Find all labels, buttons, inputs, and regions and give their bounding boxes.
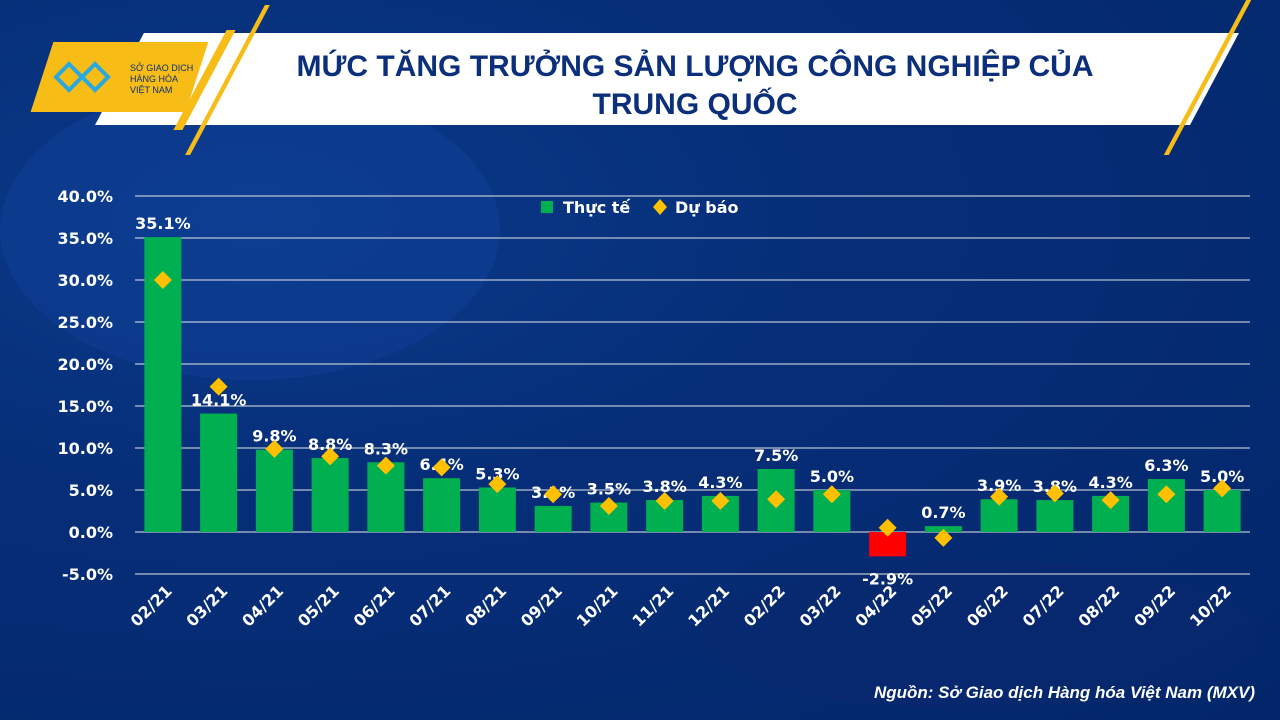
background-swirl xyxy=(700,560,1260,710)
bar-actual xyxy=(423,478,461,532)
y-tick-label: 0.0% xyxy=(69,523,113,542)
forecast-marker xyxy=(265,439,284,458)
data-label: 5.0% xyxy=(1200,467,1244,486)
y-tick-label: 5.0% xyxy=(69,481,113,500)
legend-forecast-diamond xyxy=(653,199,667,215)
y-tick-label: 40.0% xyxy=(57,187,113,206)
x-tick-label: 09/22 xyxy=(1130,581,1179,630)
x-tick-label: 08/22 xyxy=(1074,581,1123,630)
x-tick-label: 04/21 xyxy=(238,581,287,630)
x-tick-label: 07/22 xyxy=(1019,581,1068,630)
bar-actual xyxy=(534,505,572,532)
x-tick-label: 03/22 xyxy=(796,581,845,630)
forecast-marker xyxy=(878,518,897,537)
data-label: 35.1% xyxy=(135,214,191,233)
data-label: 7.5% xyxy=(754,446,798,465)
legend-actual-label: Thực tế xyxy=(563,198,631,217)
logo-icon xyxy=(53,61,111,93)
logo-line: HÀNG HÓA xyxy=(130,74,179,84)
logo xyxy=(30,42,209,112)
data-label: 3.5% xyxy=(587,480,631,499)
data-label: 5.0% xyxy=(810,467,854,486)
forecast-marker xyxy=(1045,484,1064,503)
forecast-marker xyxy=(432,458,451,477)
data-label: 4.3% xyxy=(1088,473,1132,492)
forecast-marker xyxy=(1157,485,1176,504)
title-line-2: TRUNG QUỐC xyxy=(592,88,798,121)
bar-actual xyxy=(200,413,238,532)
y-tick-label: 35.0% xyxy=(57,229,113,248)
forecast-marker xyxy=(1213,479,1232,498)
data-label: 8.8% xyxy=(308,435,352,454)
forecast-marker xyxy=(822,485,841,504)
forecast-marker xyxy=(934,528,953,547)
x-tick-label: 04/22 xyxy=(851,581,900,630)
legend-actual-swatch xyxy=(541,201,553,213)
y-tick-label: 20.0% xyxy=(57,355,113,374)
forecast-marker xyxy=(1101,491,1120,510)
x-tick-label: 07/21 xyxy=(405,581,454,630)
title-line-1: MỨC TĂNG TRƯỞNG SẢN LƯỢNG CÔNG NGHIỆP CỦ… xyxy=(296,50,1094,83)
bar-actual xyxy=(478,487,516,532)
legend: Thực tế Dự báo xyxy=(541,198,738,217)
x-tick-label: 06/21 xyxy=(350,581,399,630)
data-label: 3.9% xyxy=(977,476,1021,495)
x-tick-label: 09/21 xyxy=(517,581,566,630)
bar-actual xyxy=(311,458,349,532)
forecast-marker xyxy=(990,487,1009,506)
data-label: 6.3% xyxy=(1144,456,1188,475)
source-note: Nguồn: Sở Giao dịch Hàng hóa Việt Nam (M… xyxy=(873,683,1255,702)
x-tick-label: 08/21 xyxy=(461,581,510,630)
logo-text: SỞ GIAO DỊCH HÀNG HÓA VIỆT NAM xyxy=(130,63,193,96)
x-tick-label: 10/22 xyxy=(1186,581,1235,630)
data-label: 9.8% xyxy=(252,427,296,446)
x-tick-label: 12/21 xyxy=(684,581,733,630)
data-label: 5.3% xyxy=(475,464,519,483)
x-tick-label: 05/21 xyxy=(294,581,343,630)
x-tick-label: 11/21 xyxy=(628,581,677,630)
logo-line: VIỆT NAM xyxy=(130,85,173,95)
x-tick-label: 10/21 xyxy=(573,581,622,630)
forecast-marker xyxy=(153,271,172,289)
x-tick-label: 05/22 xyxy=(907,581,956,630)
forecast-marker xyxy=(599,496,618,515)
forecast-marker xyxy=(711,491,730,510)
forecast-marker xyxy=(655,491,674,510)
forecast-marker xyxy=(321,447,340,466)
forecast-marker xyxy=(544,485,563,504)
x-tick-label: 02/22 xyxy=(740,581,789,630)
background-swirl xyxy=(0,80,500,380)
forecast-marker xyxy=(767,490,786,509)
legend-forecast-label: Dự báo xyxy=(675,198,738,217)
page-title: MỨC TĂNG TRƯỞNG SẢN LƯỢNG CÔNG NGHIỆP CỦ… xyxy=(250,48,1140,124)
data-label: 14.1% xyxy=(191,391,247,410)
data-label: 3.8% xyxy=(642,477,686,496)
x-tick-label: 03/21 xyxy=(182,581,231,630)
x-tick-label: 06/22 xyxy=(963,581,1012,630)
y-tick-label: 15.0% xyxy=(57,397,113,416)
data-label: 8.3% xyxy=(364,439,408,458)
y-tick-label: 10.0% xyxy=(57,439,113,458)
bar-actual xyxy=(255,449,293,532)
forecast-marker xyxy=(488,475,507,494)
forecast-marker xyxy=(209,377,228,396)
data-label: -2.9% xyxy=(862,569,913,588)
data-label: 0.7% xyxy=(921,503,965,522)
bar-actual xyxy=(1036,500,1074,532)
data-label: 4.3% xyxy=(698,473,742,492)
logo-line: SỞ GIAO DỊCH xyxy=(130,63,194,73)
y-tick-label: 25.0% xyxy=(57,313,113,332)
y-tick-label: 30.0% xyxy=(57,271,113,290)
forecast-marker xyxy=(376,456,395,475)
y-tick-label: -5.0% xyxy=(62,565,113,584)
x-tick-label: 02/21 xyxy=(127,581,176,630)
